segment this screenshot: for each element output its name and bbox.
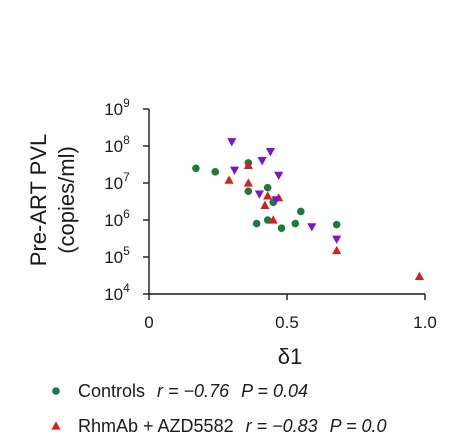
data-point-circle — [263, 183, 272, 192]
legend-r-value: r = −0.76 — [157, 381, 230, 401]
x-tick-label: 0 — [144, 313, 153, 332]
data-point-circle — [244, 187, 253, 196]
data-point-circle — [263, 216, 272, 224]
y-axis-title: Pre-ART PVL (copies/ml) — [26, 134, 79, 266]
legend-p-value: P = 0.0 — [330, 416, 387, 436]
data-point-triangle-down — [271, 196, 281, 205]
axes: 104 105 106 107 108 109 0 0.5 1.0 — [104, 96, 437, 332]
x-tick-label: 1.0 — [413, 313, 437, 332]
legend-marker-circle — [52, 387, 60, 395]
legend-series-name: RhmAb + AZD5582 — [78, 416, 234, 436]
y-tick-label: 104 — [104, 281, 130, 304]
x-axis-title: δ1 — [278, 344, 302, 369]
x-tick-label: 0.5 — [275, 313, 299, 332]
legend-series-name: Controls — [78, 381, 145, 401]
data-point-triangle-down — [227, 138, 237, 147]
y-axis-title-line1: Pre-ART PVL — [26, 134, 51, 266]
data-point-circle — [192, 164, 200, 173]
data-point-triangle-down — [254, 190, 264, 199]
data-point-triangle-up — [268, 215, 278, 224]
y-tick-label: 109 — [104, 96, 130, 119]
legend-r-value: r = −0.83 — [246, 416, 318, 436]
data-point-triangle-down — [257, 157, 267, 166]
data-point-triangle-up — [243, 178, 253, 187]
data-point-circle — [297, 207, 305, 216]
data-point-triangle-down — [229, 166, 240, 175]
legend: Controls r = −0.76 P = 0.04 RhmAb + AZD5582… — [51, 381, 387, 436]
data-point-triangle-up — [224, 175, 234, 184]
y-tick-label: 106 — [104, 207, 130, 230]
data-point-triangle-up — [260, 200, 270, 209]
data-point-triangle-up — [414, 271, 425, 281]
data-point-triangle-up — [243, 160, 253, 170]
data-point-circle — [252, 219, 261, 228]
data-point-circle — [291, 219, 300, 228]
legend-entry: RhmAb + AZD5582 r = −0.83 P = 0.0 — [51, 416, 387, 436]
y-tick-label: 105 — [104, 244, 130, 267]
data-point-triangle-down — [265, 148, 276, 157]
data-point-triangle-up — [332, 245, 342, 255]
data-point-triangle-up — [263, 191, 273, 200]
y-tick-label: 108 — [104, 133, 130, 156]
data-point-triangle-down — [274, 171, 284, 181]
y-axis-title-line2: (copies/ml) — [54, 146, 79, 254]
data-points — [192, 138, 425, 281]
data-point-circle — [277, 224, 286, 233]
legend-marker-triangle-up — [51, 421, 61, 430]
legend-p-value: P = 0.04 — [241, 381, 308, 401]
legend-entry: Controls r = −0.76 P = 0.04 — [52, 381, 308, 401]
y-tick-label: 107 — [104, 170, 130, 193]
data-point-circle — [332, 220, 341, 229]
data-point-triangle-down — [332, 235, 342, 244]
data-point-triangle-down — [307, 223, 317, 232]
data-point-circle — [211, 168, 220, 176]
